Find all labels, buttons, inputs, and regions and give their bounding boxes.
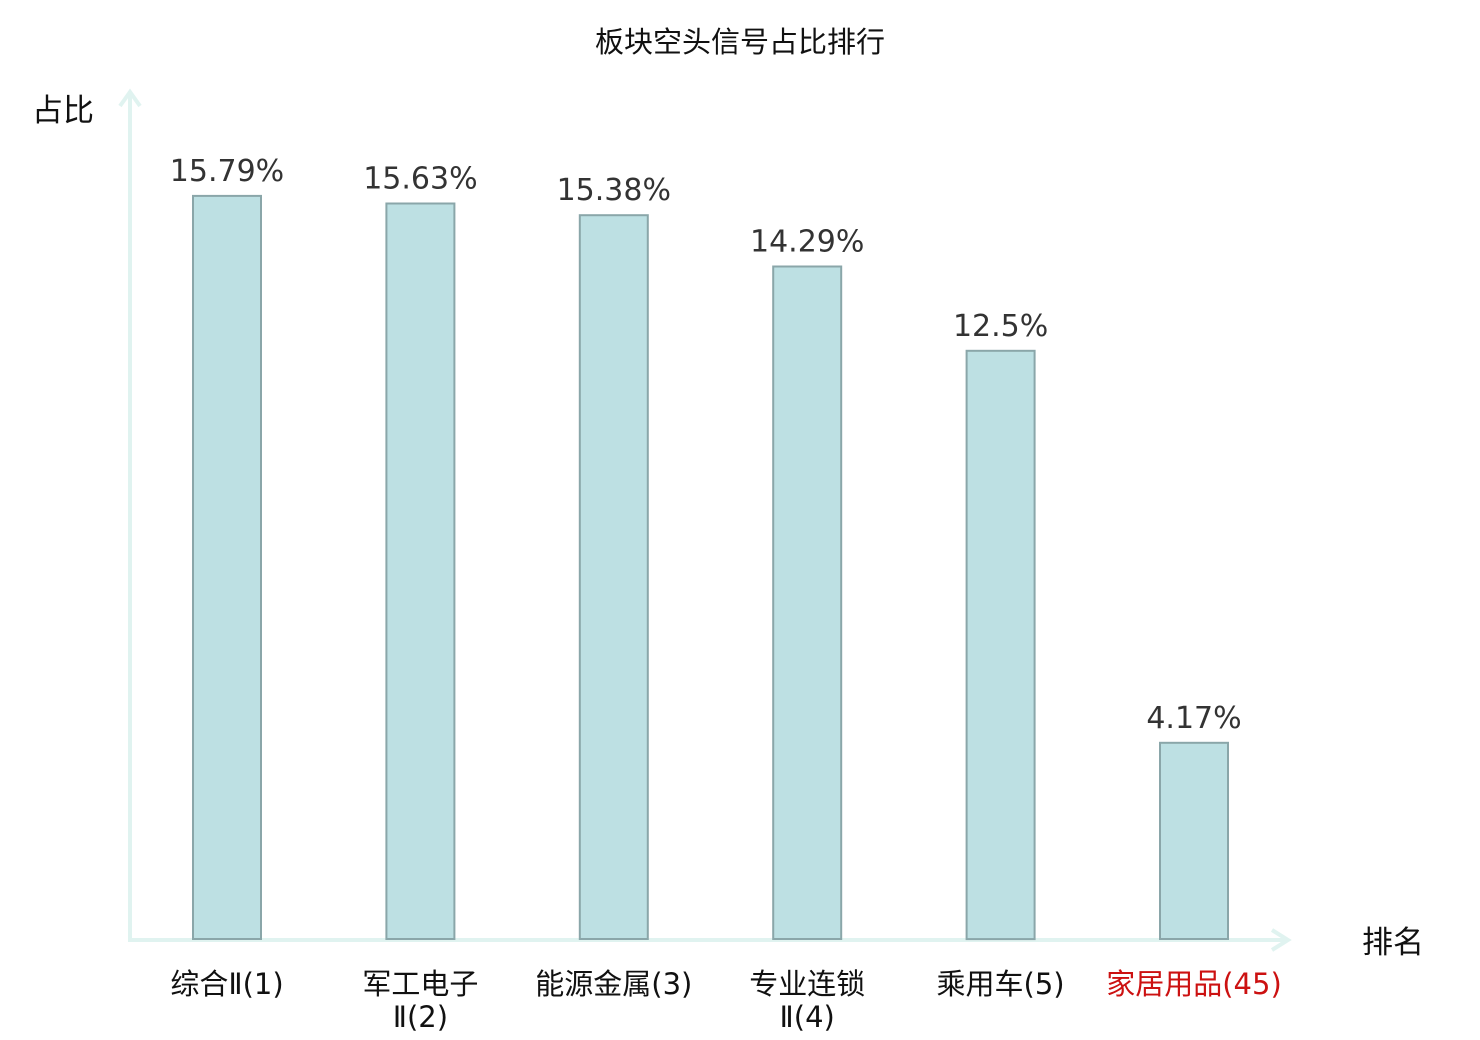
y-axis-arrow-icon <box>118 88 142 108</box>
bar-1 <box>192 194 262 940</box>
axes <box>118 88 1292 952</box>
value-labels-layer: 15.79% 15.63% 15.38% 14.29% 12.5% 4.17% <box>170 154 1242 736</box>
bar-2 <box>385 202 456 940</box>
tick-label-2-line-1: 军工电子 <box>362 967 478 1001</box>
data-label-1: 15.79% <box>170 154 284 189</box>
bar-3 <box>578 214 649 940</box>
tick-label-5: 乘用车(5) <box>937 967 1065 1001</box>
y-axis-label: 占比 <box>32 93 94 129</box>
bars-layer <box>192 194 1229 941</box>
chart-title: 板块空头信号占比排行 <box>595 25 885 59</box>
tick-label-4-line-2: Ⅱ(4) <box>780 1000 835 1034</box>
x-axis-arrow-icon <box>1270 928 1292 952</box>
tick-label-3: 能源金属(3) <box>535 967 692 1001</box>
tick-label-2-line-2: Ⅱ(2) <box>393 1000 448 1034</box>
tick-label-4-line-1: 专业连锁 <box>749 967 865 1001</box>
data-label-3: 15.38% <box>557 173 671 208</box>
bar-5 <box>965 349 1036 941</box>
bar-6 <box>1159 741 1229 940</box>
data-label-2: 15.63% <box>363 162 477 197</box>
x-axis-label: 排名 <box>1362 925 1424 961</box>
data-label-4: 14.29% <box>750 225 864 260</box>
data-label-5: 12.5% <box>953 309 1048 344</box>
bar-4 <box>772 265 843 940</box>
tick-label-6: 家居用品(45) <box>1106 967 1282 1001</box>
data-label-6: 4.17% <box>1146 701 1241 736</box>
tick-label-1: 综合Ⅱ(1) <box>170 967 283 1001</box>
